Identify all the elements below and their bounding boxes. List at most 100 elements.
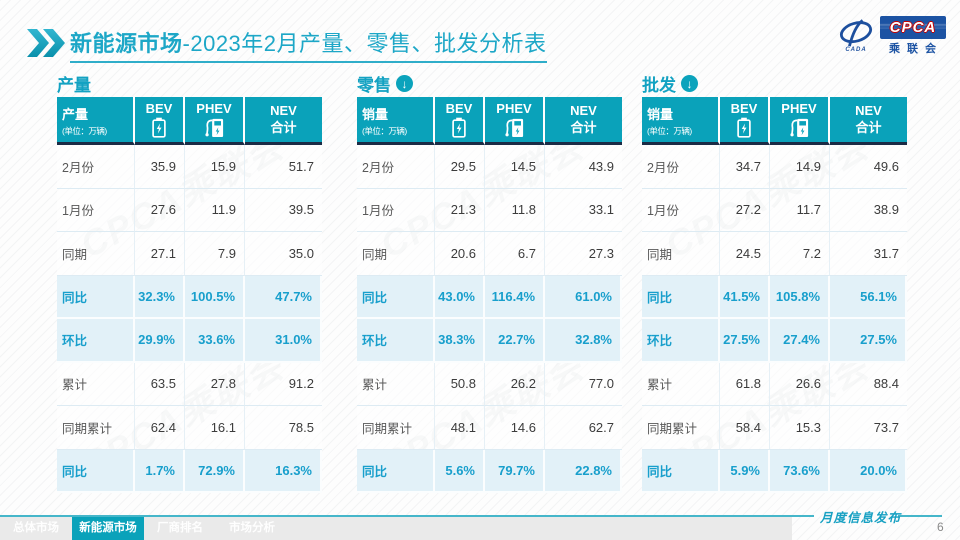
col-header-nev: NEV 合计 xyxy=(830,97,907,145)
table-cell: 43.9 xyxy=(545,145,622,189)
col-header-phev: PHEV xyxy=(485,97,545,145)
table-cell: 11.8 xyxy=(485,188,545,232)
row-label: 同比 xyxy=(357,449,435,493)
row-label: 2月份 xyxy=(357,145,435,189)
unit-header-cell: 销量 (单位：万辆) xyxy=(357,97,435,145)
row-label: 环比 xyxy=(642,319,720,363)
table-cell: 61.8 xyxy=(720,362,770,406)
row-label: 同期累计 xyxy=(357,406,435,450)
footer-line xyxy=(898,515,942,517)
table-cell: 31.7 xyxy=(830,232,907,276)
unit-header-label: 销量 xyxy=(362,107,389,122)
table-cell: 11.7 xyxy=(770,188,830,232)
page-title-rest: -2023年2月产量、零售、批发分析表 xyxy=(182,31,547,56)
table-cell: 38.9 xyxy=(830,188,907,232)
logo-swirl: CADA xyxy=(837,19,875,53)
page-title: 新能源市场-2023年2月产量、零售、批发分析表 xyxy=(70,26,547,63)
table-cell: 20.0% xyxy=(830,449,907,493)
row-label: 2月份 xyxy=(642,145,720,189)
footer-line xyxy=(0,515,814,517)
row-label: 同比 xyxy=(57,275,135,319)
table-cell: 32.8% xyxy=(545,319,622,363)
col-header-phev: PHEV xyxy=(770,97,830,145)
row-label: 同期 xyxy=(57,232,135,276)
table-cell: 32.3% xyxy=(135,275,185,319)
table-cell: 27.5% xyxy=(720,319,770,363)
row-label: 同期 xyxy=(642,232,720,276)
table-cell: 7.2 xyxy=(770,232,830,276)
table-cell: 5.6% xyxy=(435,449,485,493)
table-cell: 73.7 xyxy=(830,406,907,450)
table-cell: 79.7% xyxy=(485,449,545,493)
table-cell: 29.9% xyxy=(135,319,185,363)
table-cell: 35.0 xyxy=(245,232,322,276)
swirl-icon xyxy=(839,19,873,47)
row-label: 同比 xyxy=(642,449,720,493)
row-label: 累计 xyxy=(57,362,135,406)
table-cell: 20.6 xyxy=(435,232,485,276)
table-cell: 27.8 xyxy=(185,362,245,406)
col-header-nev: NEV 合计 xyxy=(545,97,622,145)
table-cell: 38.3% xyxy=(435,319,485,363)
table-cell: 61.0% xyxy=(545,275,622,319)
table-grid: 销量 (单位：万辆) BEV PHEV NEV 合计 2月份 29.5 14.5 43.9 1月… xyxy=(357,97,622,493)
table-cell: 78.5 xyxy=(245,406,322,450)
down-arrow-icon: ↓ xyxy=(681,75,698,92)
row-label: 同期累计 xyxy=(642,406,720,450)
footer-tab[interactable]: 总体市场 xyxy=(13,522,59,534)
table-cell: 27.4% xyxy=(770,319,830,363)
unit-header-unit: (单位：万辆) xyxy=(62,126,107,136)
logo-swirl-caption: CADA xyxy=(845,47,867,53)
table-cell: 50.8 xyxy=(435,362,485,406)
charger-icon xyxy=(789,117,810,138)
table-cell: 58.4 xyxy=(720,406,770,450)
table-title: 批发 xyxy=(642,76,676,95)
unit-header-unit: (单位：万辆) xyxy=(647,126,692,136)
col-header-nev: NEV 合计 xyxy=(245,97,322,145)
unit-header-cell: 销量 (单位：万辆) xyxy=(642,97,720,145)
table-cell: 27.1 xyxy=(135,232,185,276)
page-number: 6 xyxy=(937,520,944,534)
table-cell: 5.9% xyxy=(720,449,770,493)
table-title-row: 批发 ↓ xyxy=(642,72,907,95)
footer-tab[interactable]: 市场分析 xyxy=(229,522,275,534)
row-label: 同期 xyxy=(357,232,435,276)
col-header-bev: BEV xyxy=(720,97,770,145)
table-cell: 16.1 xyxy=(185,406,245,450)
table-title-row: 零售 ↓ xyxy=(357,72,622,95)
footer-tab-bar: 总体市场 新能源市场 厂商排名 市场分析 xyxy=(0,517,792,540)
table-cell: 27.5% xyxy=(830,319,907,363)
col-header-bev: BEV xyxy=(135,97,185,145)
table-cell: 11.9 xyxy=(185,188,245,232)
logo-text-block: CPCA 乘联会 xyxy=(880,16,946,56)
table-cell: 6.7 xyxy=(485,232,545,276)
table-cell: 27.2 xyxy=(720,188,770,232)
table-cell: 47.7% xyxy=(245,275,322,319)
row-label: 同比 xyxy=(642,275,720,319)
col-header-phev: PHEV xyxy=(185,97,245,145)
table-cell: 7.9 xyxy=(185,232,245,276)
footer-note: 月度信息发布 xyxy=(820,511,902,525)
table-cell: 21.3 xyxy=(435,188,485,232)
charger-icon xyxy=(204,117,225,138)
table-cell: 16.3% xyxy=(245,449,322,493)
org-name: 乘联会 xyxy=(889,43,943,55)
table-cell: 91.2 xyxy=(245,362,322,406)
table-cell: 48.1 xyxy=(435,406,485,450)
table-cell: 49.6 xyxy=(830,145,907,189)
footer-tab[interactable]: 新能源市场 xyxy=(72,517,144,540)
table-cell: 63.5 xyxy=(135,362,185,406)
footer-tab[interactable]: 厂商排名 xyxy=(157,522,203,534)
table-cell: 27.6 xyxy=(135,188,185,232)
cpca-badge: CPCA xyxy=(880,16,946,39)
col-header-bev: BEV xyxy=(435,97,485,145)
table-title: 产量 xyxy=(57,76,91,95)
table-cell: 33.1 xyxy=(545,188,622,232)
table-cell: 62.4 xyxy=(135,406,185,450)
table-cell: 1.7% xyxy=(135,449,185,493)
table-cell: 29.5 xyxy=(435,145,485,189)
row-label: 累计 xyxy=(642,362,720,406)
table-cell: 26.2 xyxy=(485,362,545,406)
table-cell: 24.5 xyxy=(720,232,770,276)
row-label: 同比 xyxy=(57,449,135,493)
